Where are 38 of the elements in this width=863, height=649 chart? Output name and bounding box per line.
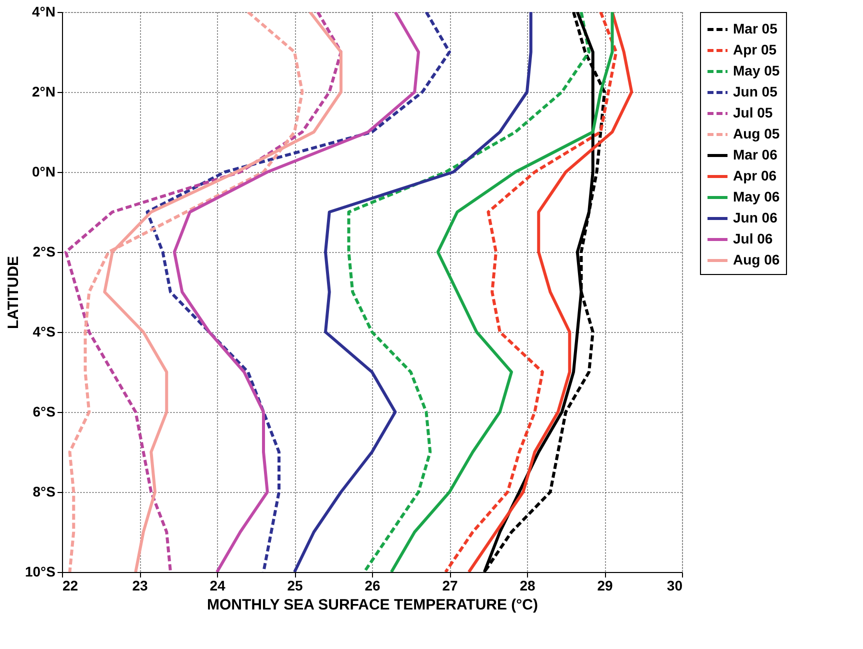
legend-label: Mar 06 <box>733 146 778 162</box>
legend-label: May 06 <box>733 188 780 204</box>
legend-label: Jul 05 <box>733 104 773 120</box>
x-tick-label: 25 <box>287 578 303 594</box>
x-tick-label: 24 <box>210 578 226 594</box>
legend-label: Apr 06 <box>733 168 777 184</box>
legend-label: Jun 05 <box>733 84 778 100</box>
line-series <box>146 12 451 572</box>
legend-label: Apr 05 <box>733 42 777 58</box>
x-tick-label: 28 <box>520 578 536 594</box>
legend-label: Mar 05 <box>733 20 778 36</box>
x-tick-label: 27 <box>442 578 458 594</box>
legend-label: Jul 06 <box>733 230 773 246</box>
legend-label: Aug 06 <box>733 252 780 268</box>
x-axis-title: MONTHLY SEA SURFACE TEMPERATURE (°C) <box>206 596 538 614</box>
x-tick-label: 22 <box>62 578 78 594</box>
legend-label: Aug 05 <box>733 126 780 142</box>
y-tick-label: 6°S <box>32 404 56 420</box>
x-tick-label: 26 <box>364 578 380 594</box>
x-tick-label: 30 <box>666 578 683 594</box>
legend-label: May 05 <box>733 62 780 78</box>
line-series <box>293 12 532 572</box>
x-tick-label: 23 <box>132 578 148 594</box>
line-series <box>347 12 590 572</box>
y-tick-label: 2°S <box>32 244 56 260</box>
line-series <box>444 12 618 572</box>
y-axis-title: LATITUDE <box>4 256 22 330</box>
y-tick-label: 8°S <box>32 484 56 500</box>
x-tick-label: 29 <box>597 578 613 594</box>
legend-label: Jun 06 <box>733 210 778 226</box>
y-tick-label: 4°S <box>32 324 56 340</box>
y-tick-label: 10°S <box>24 564 56 580</box>
y-tick-label: 0°N <box>32 164 56 180</box>
line-series <box>172 12 420 572</box>
y-tick-label: 2°N <box>32 84 56 100</box>
line-series <box>390 12 614 572</box>
y-tick-label: 4°N <box>32 4 56 20</box>
line-series <box>467 12 634 572</box>
